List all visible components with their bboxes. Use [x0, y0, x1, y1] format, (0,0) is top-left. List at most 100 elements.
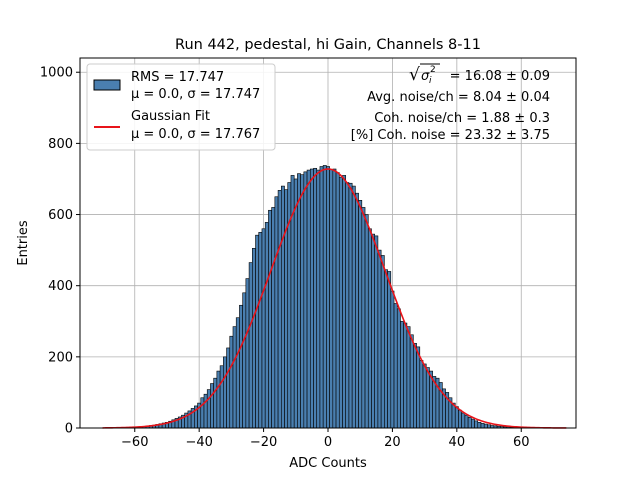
histogram-bar — [226, 347, 231, 429]
histogram-bar — [277, 190, 282, 429]
x-tick-label: 60 — [513, 435, 530, 450]
histogram-bar — [326, 166, 330, 429]
histogram-bar — [471, 418, 475, 429]
legend-histogram-label: RMS = 17.747 — [131, 70, 224, 85]
histogram-bar — [413, 343, 417, 429]
histogram-bar — [252, 248, 256, 429]
histogram-bar — [467, 417, 472, 429]
y-tick-label: 400 — [48, 279, 73, 294]
x-tick-label: 0 — [324, 435, 332, 450]
histogram-bar — [264, 222, 269, 429]
histogram-bar — [345, 182, 350, 429]
histogram-bar — [396, 308, 401, 429]
histogram-bar — [387, 271, 392, 429]
sigma-formula: √ σ i 2 — [409, 63, 440, 86]
histogram-bar — [319, 166, 324, 429]
legend-box — [86, 63, 276, 151]
x-tick-label: −20 — [250, 435, 277, 450]
histogram-bar — [203, 393, 208, 429]
histogram-bar — [255, 234, 260, 429]
histogram-bar — [474, 420, 479, 429]
legend-histogram-swatch — [93, 79, 121, 91]
gaussian-fit-line — [102, 168, 567, 429]
histogram-bar — [229, 335, 234, 429]
histogram-bar — [271, 207, 276, 429]
histogram-bar — [393, 303, 398, 429]
y-tick-label: 200 — [48, 350, 73, 365]
histogram-bar — [419, 360, 424, 429]
histogram-bar — [364, 214, 369, 429]
histogram-bar — [361, 207, 366, 429]
histogram-bar — [316, 169, 321, 429]
histogram-bar — [348, 182, 353, 429]
x-tick-label: 20 — [384, 435, 401, 450]
histogram-bar — [338, 176, 343, 429]
legend: RMS = 17.747 μ = 0.0, σ = 17.747 Gaussia… — [86, 63, 276, 151]
histogram-bar — [480, 423, 485, 429]
histogram-bar — [377, 249, 382, 429]
histogram-bar — [274, 196, 279, 429]
histogram-bar — [293, 178, 298, 429]
x-tick-label: −40 — [185, 435, 212, 450]
histogram-bar — [380, 255, 385, 429]
y-tick-label: 600 — [48, 208, 73, 223]
histogram-bar — [216, 370, 221, 429]
histogram-bar — [223, 356, 227, 429]
histogram-bar — [200, 397, 205, 429]
legend-histogram-stats: μ = 0.0, σ = 17.747 — [131, 87, 260, 102]
histogram-bar — [483, 423, 488, 429]
chart-title: Run 442, pedestal, hi Gain, Channels 8-1… — [175, 37, 481, 53]
histogram-bar — [322, 165, 327, 429]
histogram-bar — [409, 334, 414, 429]
histogram-bar — [332, 168, 337, 429]
sigma-symbol: σ — [421, 69, 430, 84]
histogram-bar — [239, 304, 243, 429]
histogram-bar — [280, 185, 285, 429]
histogram-bar — [351, 185, 356, 429]
noise-annotations: √ σ i 2 = 16.08 ± 0.09 Avg. noise/ch = 8… — [351, 63, 550, 143]
histogram-bar — [242, 292, 247, 429]
histogram-bar — [371, 233, 376, 429]
coh-noise-annotation: Coh. noise/ch = 1.88 ± 0.3 — [374, 111, 550, 126]
y-axis-ticks: 0 200 400 600 800 1000 — [40, 66, 80, 437]
y-tick-label: 1000 — [40, 66, 73, 81]
histogram-bar — [355, 192, 359, 429]
legend-fit-label: Gaussian Fit — [131, 109, 210, 124]
histogram-bar — [358, 200, 363, 429]
histogram-bar — [297, 173, 301, 429]
histogram-bar — [248, 262, 253, 429]
sigma-superscript: 2 — [430, 65, 436, 75]
histogram-bar — [306, 169, 311, 429]
histogram-bar — [235, 317, 240, 429]
histogram-bar — [477, 422, 482, 429]
histogram-bar — [454, 406, 459, 429]
y-tick-label: 800 — [48, 137, 73, 152]
histogram-bar — [303, 171, 308, 429]
histogram-bar — [258, 232, 263, 429]
y-axis-label: Entries — [16, 220, 31, 266]
x-tick-label: −60 — [121, 435, 148, 450]
histogram-bar — [329, 169, 334, 429]
sqrt-symbol: √ — [409, 65, 420, 85]
histogram-bar — [464, 414, 469, 429]
histogram-bar — [374, 235, 379, 429]
histogram-bar — [210, 383, 214, 429]
sigma-subscript: i — [429, 76, 432, 86]
histogram-bar — [406, 326, 411, 429]
histogram-bar — [261, 228, 266, 429]
total-noise-value: = 16.08 ± 0.09 — [450, 69, 550, 84]
histogram-bar — [342, 175, 347, 429]
y-tick-label: 0 — [65, 422, 73, 437]
histogram-bar — [384, 269, 388, 429]
legend-fit-stats: μ = 0.0, σ = 17.767 — [131, 127, 260, 142]
x-axis-label: ADC Counts — [289, 456, 367, 471]
histogram-bar — [422, 363, 427, 429]
histogram-bar — [458, 409, 462, 429]
histogram-bar — [451, 402, 456, 429]
x-axis-ticks: −60 −40 −20 0 20 40 60 — [121, 428, 530, 450]
x-tick-label: 40 — [449, 435, 466, 450]
avg-noise-annotation: Avg. noise/ch = 8.04 ± 0.04 — [367, 90, 550, 105]
histogram-bar — [213, 377, 218, 429]
histogram-bar — [313, 167, 318, 429]
